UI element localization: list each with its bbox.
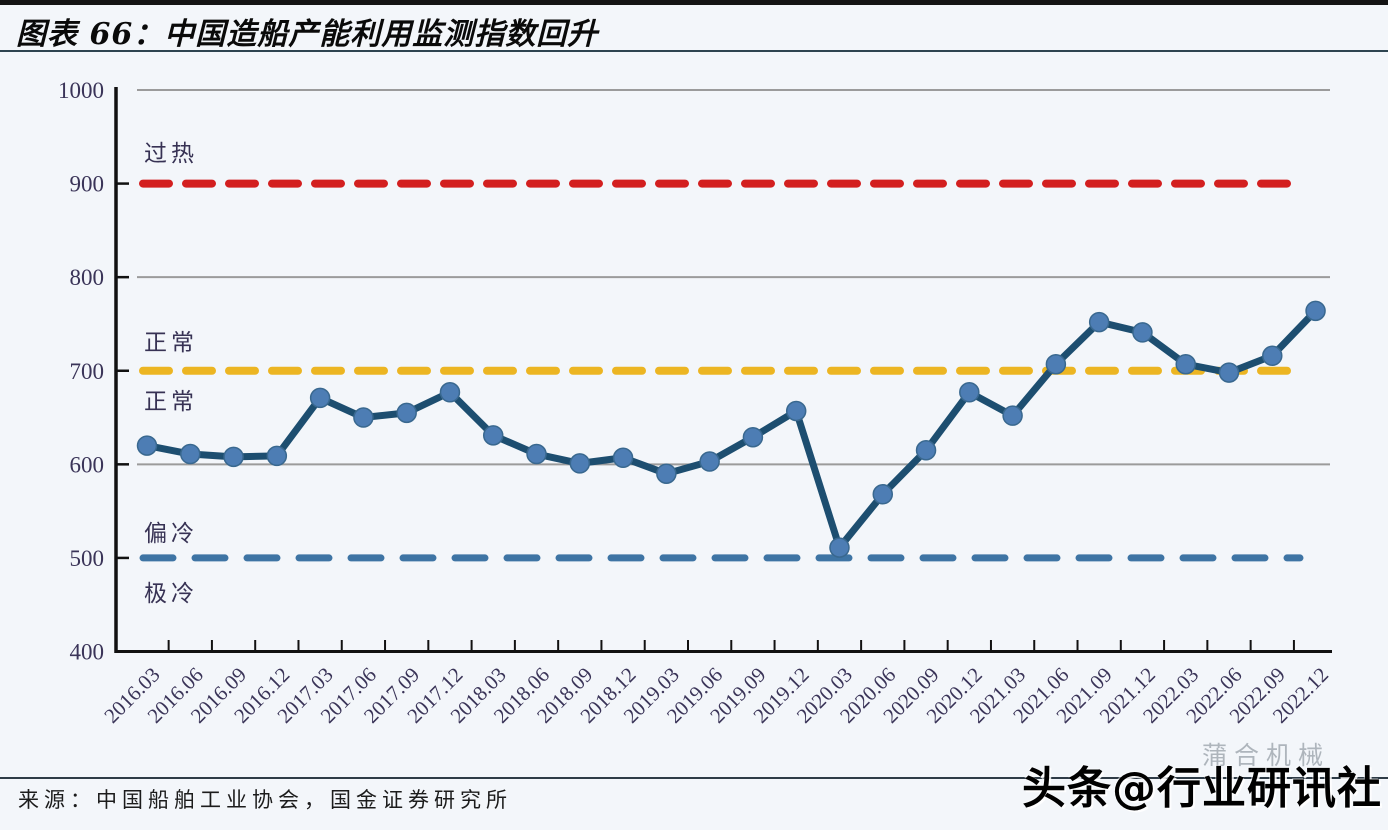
zone-label-0: 过热 bbox=[144, 141, 198, 168]
data-point-2018.06 bbox=[526, 443, 547, 465]
line-chart: 10009008007006005004002016.032016.062016… bbox=[58, 78, 1333, 728]
data-point-2020.09 bbox=[915, 440, 937, 461]
faint-watermark: 蒲合机械 bbox=[1201, 741, 1330, 770]
data-point-2016.06 bbox=[180, 443, 201, 465]
title-underline-rule bbox=[0, 50, 1388, 52]
data-point-2021.12 bbox=[1132, 322, 1153, 343]
data-point-2021.06 bbox=[1045, 353, 1067, 375]
data-point-2017.09 bbox=[396, 402, 417, 424]
y-tick-label-400: 400 bbox=[70, 640, 105, 665]
source-note: 来源：中国船舶工业协会，国金证券研究所 bbox=[18, 788, 512, 812]
zone-label-1: 正常 bbox=[144, 330, 198, 357]
data-point-2018.12 bbox=[612, 447, 634, 469]
data-point-2016.03 bbox=[136, 435, 158, 456]
data-point-2022.06 bbox=[1218, 362, 1240, 383]
data-point-2019.03 bbox=[656, 463, 677, 484]
y-tick-label-600: 600 bbox=[70, 452, 105, 477]
zone-label-2: 正常 bbox=[144, 389, 198, 416]
data-point-2017.03 bbox=[309, 387, 331, 409]
footer-divider-rule bbox=[0, 777, 1388, 779]
data-point-2019.06 bbox=[699, 451, 720, 472]
top-border-rule bbox=[0, 0, 1388, 5]
data-point-2017.12 bbox=[439, 382, 461, 403]
data-point-2019.12 bbox=[785, 400, 807, 422]
data-point-2022.03 bbox=[1175, 353, 1196, 375]
y-tick-label-900: 900 bbox=[70, 172, 105, 197]
data-point-2017.06 bbox=[353, 407, 374, 428]
data-point-2022.12 bbox=[1305, 300, 1326, 322]
y-tick-label-500: 500 bbox=[70, 546, 105, 571]
y-tick-label-700: 700 bbox=[70, 359, 105, 384]
data-point-2021.03 bbox=[1002, 405, 1023, 426]
data-point-2022.09 bbox=[1262, 345, 1283, 367]
zone-label-4: 极冷 bbox=[144, 580, 198, 607]
data-point-2016.09 bbox=[223, 446, 244, 468]
data-point-2020.12 bbox=[959, 382, 980, 403]
data-point-2021.09 bbox=[1088, 311, 1110, 333]
data-point-2020.03 bbox=[829, 537, 850, 558]
data-point-2019.09 bbox=[742, 426, 764, 448]
data-point-2018.09 bbox=[569, 453, 591, 474]
series-line bbox=[143, 307, 1320, 552]
y-tick-label-1000: 1000 bbox=[58, 78, 104, 103]
toutiao-watermark: 头条@行业研讯社 bbox=[1022, 763, 1382, 814]
y-tick-label-800: 800 bbox=[70, 265, 105, 290]
data-point-2016.12 bbox=[266, 445, 288, 467]
zone-label-3: 偏冷 bbox=[144, 520, 198, 547]
data-point-2018.03 bbox=[482, 425, 504, 446]
chart-title: 图表 66：中国造船产能利用监测指数回升 bbox=[16, 17, 599, 52]
data-point-2020.06 bbox=[872, 484, 894, 505]
